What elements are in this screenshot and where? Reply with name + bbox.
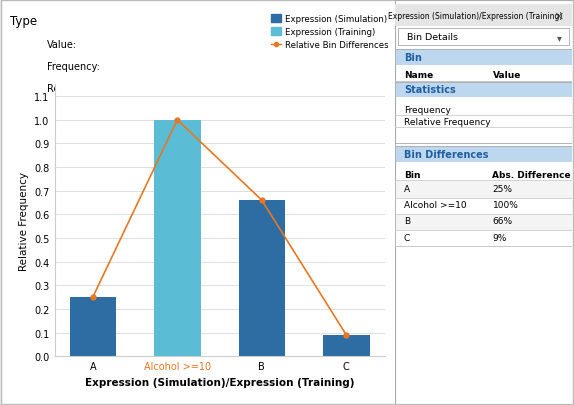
Text: Name: Name — [404, 71, 433, 80]
Text: 100%: 100% — [492, 201, 518, 210]
Text: 9%: 9% — [492, 233, 507, 242]
Text: Bin: Bin — [404, 171, 420, 179]
Text: Abs. Difference: Abs. Difference — [492, 171, 571, 179]
X-axis label: Expression (Simulation)/Expression (Training): Expression (Simulation)/Expression (Trai… — [85, 377, 354, 387]
FancyBboxPatch shape — [395, 214, 572, 230]
Text: Frequency: Frequency — [404, 106, 451, 115]
Text: Frequency:: Frequency: — [47, 62, 100, 72]
FancyBboxPatch shape — [395, 50, 572, 66]
Text: Relative Frequency: Relative Frequency — [404, 117, 490, 126]
FancyBboxPatch shape — [395, 198, 572, 214]
Bar — [323, 335, 370, 356]
FancyBboxPatch shape — [398, 30, 569, 46]
Text: Bin: Bin — [404, 53, 422, 63]
FancyBboxPatch shape — [395, 83, 572, 98]
Text: Value:: Value: — [47, 39, 77, 49]
Text: Relative Frequency:: Relative Frequency: — [47, 84, 142, 94]
Bar — [154, 120, 200, 356]
Text: Statistics: Statistics — [404, 85, 456, 95]
FancyBboxPatch shape — [395, 230, 572, 246]
Text: Expression (Simulation)/Expression (Training): Expression (Simulation)/Expression (Trai… — [387, 12, 562, 21]
Text: 25%: 25% — [492, 185, 513, 194]
FancyBboxPatch shape — [395, 182, 572, 198]
Text: 66%: 66% — [492, 217, 513, 226]
Y-axis label: Relative Frequency: Relative Frequency — [19, 171, 29, 270]
Bar — [69, 297, 116, 356]
FancyBboxPatch shape — [395, 5, 572, 28]
Text: Value: Value — [492, 71, 521, 80]
Text: Type: Type — [10, 15, 37, 28]
Text: ▾: ▾ — [557, 33, 563, 43]
Legend: Expression (Simulation), Expression (Training), Relative Bin Differences: Expression (Simulation), Expression (Tra… — [267, 11, 392, 54]
Bar — [239, 200, 285, 356]
Text: Bin Details: Bin Details — [408, 33, 458, 43]
Text: Bin Differences: Bin Differences — [404, 149, 488, 160]
Text: A: A — [404, 185, 410, 194]
FancyBboxPatch shape — [395, 1, 572, 404]
FancyBboxPatch shape — [395, 147, 572, 162]
Text: C: C — [404, 233, 410, 242]
Text: ×: × — [553, 10, 563, 23]
Text: Alcohol >=10: Alcohol >=10 — [404, 201, 467, 210]
Text: B: B — [404, 217, 410, 226]
